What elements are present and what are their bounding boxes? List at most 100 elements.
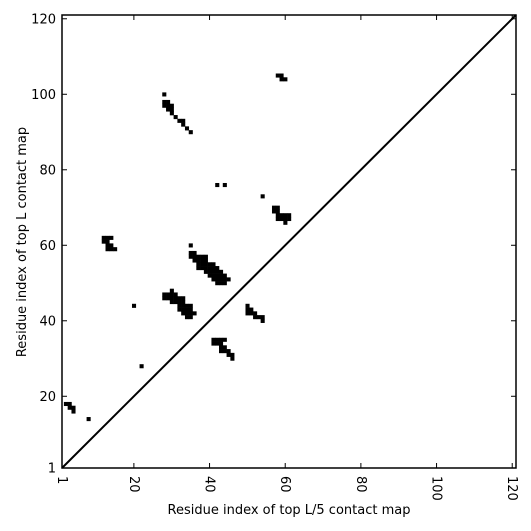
contact-point <box>207 269 212 274</box>
contact-point <box>105 235 110 240</box>
contact-point <box>109 235 114 240</box>
plot-frame <box>61 14 517 469</box>
contact-point <box>203 254 208 259</box>
contact-point <box>279 77 284 82</box>
x-tick-label: 20 <box>126 476 141 493</box>
contact-point <box>169 300 174 305</box>
contact-point <box>253 311 258 316</box>
contact-point <box>275 73 280 78</box>
contact-point <box>222 349 227 354</box>
contact-point <box>222 273 227 278</box>
contact-point <box>169 111 174 116</box>
contact-point <box>219 345 224 350</box>
contact-point <box>109 247 114 252</box>
contact-point <box>245 307 250 312</box>
contact-point <box>211 337 216 342</box>
contact-point <box>275 216 280 222</box>
contact-point <box>230 352 235 357</box>
contact-point <box>173 296 178 301</box>
contact-point <box>162 292 167 297</box>
contact-point <box>101 235 106 240</box>
contact-point <box>203 262 208 267</box>
contact-point <box>203 266 208 271</box>
contact-point <box>283 216 288 222</box>
contact-point <box>211 273 216 278</box>
contact-point <box>245 311 250 316</box>
contact-point <box>287 216 292 222</box>
contact-point <box>139 364 144 369</box>
contact-point <box>196 262 201 267</box>
contact-point <box>215 266 220 271</box>
contact-point <box>275 209 280 214</box>
contact-point <box>196 258 201 263</box>
contact-point <box>192 258 197 263</box>
contact-point <box>162 103 167 108</box>
y-tick-label: 120 <box>31 12 56 27</box>
contact-point <box>260 315 265 320</box>
contact-point <box>219 341 224 346</box>
contact-point <box>101 239 106 244</box>
contact-point <box>279 213 284 218</box>
contact-point <box>249 307 254 312</box>
contact-point <box>177 303 182 308</box>
contact-point <box>207 273 212 278</box>
contact-point <box>71 405 76 410</box>
contact-point <box>105 247 110 252</box>
contact-point <box>181 303 186 308</box>
contact-point <box>166 296 171 301</box>
contact-point <box>177 300 182 305</box>
contact-point <box>63 401 68 407</box>
contact-point <box>283 220 288 225</box>
contact-point <box>181 311 186 316</box>
contact-point <box>207 266 212 271</box>
contact-point <box>219 349 224 354</box>
diagonal-line <box>61 14 517 469</box>
contact-point <box>215 337 220 342</box>
contact-point <box>192 311 197 316</box>
contact-point <box>275 213 280 218</box>
contact-point <box>181 296 186 301</box>
contact-point <box>67 401 72 407</box>
contact-point <box>226 352 231 357</box>
contact-point <box>177 118 182 123</box>
x-tick-label: 120 <box>504 476 519 501</box>
contact-point <box>162 296 167 301</box>
contact-point <box>169 103 174 108</box>
contact-point <box>105 243 110 248</box>
contact-point <box>219 269 224 274</box>
contact-point <box>181 300 186 305</box>
contact-point <box>166 107 171 112</box>
y-tick-label: 1 <box>48 462 56 477</box>
contact-point <box>226 277 231 282</box>
contact-point <box>219 273 224 278</box>
y-tick-label: 40 <box>39 314 56 329</box>
contact-point <box>211 262 216 267</box>
contact-point <box>192 254 197 259</box>
y-tick-label: 60 <box>39 239 56 254</box>
contact-point <box>260 194 265 199</box>
contact-point <box>230 356 235 361</box>
x-tick-label: 60 <box>277 476 292 493</box>
contact-point <box>275 205 280 210</box>
contact-point <box>283 77 288 82</box>
contact-point <box>184 126 190 131</box>
contact-point <box>188 307 193 312</box>
contact-point <box>245 303 250 308</box>
contact-point <box>283 213 288 218</box>
x-tick-label: 80 <box>353 476 368 493</box>
contact-point <box>86 417 91 422</box>
contact-point <box>200 258 205 263</box>
contact-point <box>188 303 193 308</box>
contact-point <box>253 315 258 320</box>
contact-point <box>173 292 178 297</box>
contact-point <box>169 107 174 112</box>
contact-point <box>222 281 227 286</box>
contact-point <box>177 296 182 301</box>
contact-point <box>203 269 208 274</box>
contact-point <box>200 262 205 267</box>
x-tick-label: 40 <box>202 476 217 493</box>
contact-point <box>169 288 174 293</box>
contact-point <box>260 318 265 323</box>
